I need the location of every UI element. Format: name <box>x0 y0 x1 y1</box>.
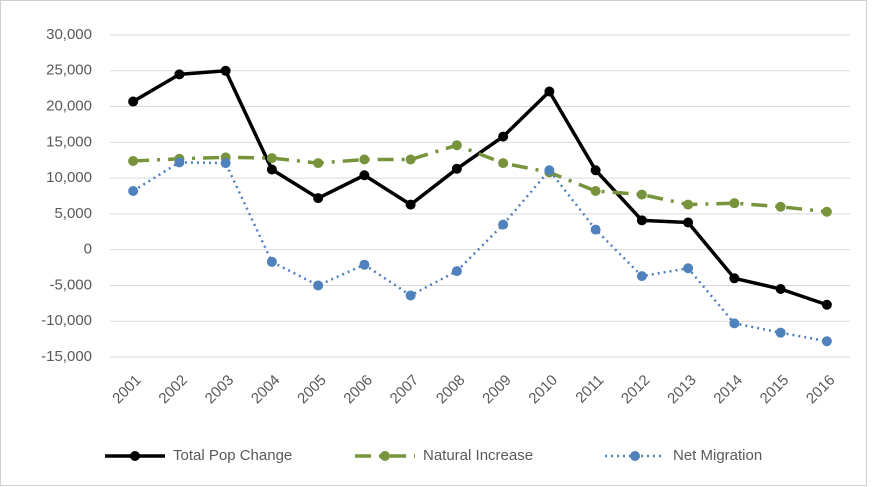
legend-label: Net Migration <box>673 447 762 464</box>
point <box>498 158 509 169</box>
y-tick-label: 0 <box>84 241 92 258</box>
point <box>405 199 416 210</box>
point <box>174 157 185 168</box>
point <box>313 280 324 291</box>
point <box>636 215 647 226</box>
point <box>544 165 555 176</box>
y-tick-label: 25,000 <box>46 62 92 79</box>
point <box>359 154 370 165</box>
y-tick-label: -15,000 <box>41 348 92 365</box>
series-line <box>132 161 828 343</box>
series-line <box>133 143 828 214</box>
point <box>405 290 416 301</box>
point <box>590 185 601 196</box>
point <box>821 299 832 310</box>
point <box>313 193 324 204</box>
point <box>451 163 462 174</box>
point <box>683 263 694 274</box>
point <box>729 318 740 329</box>
point <box>313 158 324 169</box>
point <box>590 165 601 176</box>
y-tick-label: 5,000 <box>54 205 92 222</box>
point <box>498 219 509 230</box>
point <box>220 65 231 76</box>
point <box>729 273 740 284</box>
point <box>359 170 370 181</box>
y-tick-label: 20,000 <box>46 98 92 115</box>
point <box>128 185 139 196</box>
point <box>775 327 786 338</box>
point <box>498 131 509 142</box>
legend-marker <box>380 451 390 461</box>
point <box>683 217 694 228</box>
y-tick-label: -10,000 <box>41 312 92 329</box>
point <box>174 69 185 80</box>
point <box>683 199 694 210</box>
y-tick-label: 10,000 <box>46 169 92 186</box>
point <box>451 140 462 151</box>
y-tick-label: -5,000 <box>49 276 92 293</box>
point <box>405 154 416 165</box>
point <box>128 96 139 107</box>
point <box>359 259 370 270</box>
point <box>266 256 277 267</box>
point <box>544 86 555 97</box>
point <box>266 164 277 175</box>
point <box>636 271 647 282</box>
point <box>775 201 786 212</box>
legend-marker <box>630 451 640 461</box>
point <box>821 206 832 217</box>
point <box>128 155 139 166</box>
point <box>451 266 462 277</box>
point <box>775 284 786 295</box>
legend-label: Total Pop Change <box>173 447 292 464</box>
point <box>636 189 647 200</box>
point <box>729 198 740 209</box>
y-tick-label: 15,000 <box>46 133 92 150</box>
legend-marker <box>130 451 140 461</box>
point <box>220 158 231 169</box>
point <box>266 153 277 164</box>
legend-label: Natural Increase <box>423 447 533 464</box>
point <box>590 224 601 235</box>
y-tick-label: 30,000 <box>46 26 92 43</box>
point <box>821 336 832 347</box>
